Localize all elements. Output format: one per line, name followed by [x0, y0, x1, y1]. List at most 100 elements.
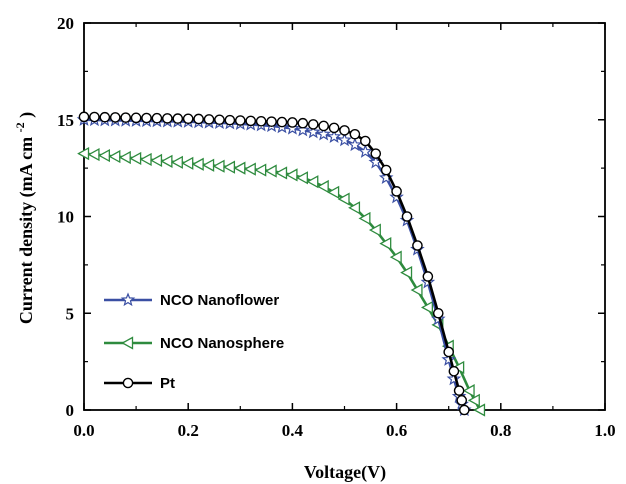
data-point-pt [307, 119, 319, 130]
y-tick-label: 5 [66, 304, 75, 323]
data-point-nco-nanosphere [285, 168, 298, 182]
legend-swatch-marker [120, 292, 136, 307]
legend-label: NCO Nanosphere [160, 335, 284, 352]
legend-swatch-marker [121, 336, 134, 350]
data-point-nco-nanosphere [87, 147, 100, 162]
axis-ticks: 0.0 0.2 0.4 0.6 0.8 1.0 0 5 10 15 20 [57, 14, 616, 440]
y-tick-label: 20 [57, 14, 74, 33]
data-point-nco-nanosphere [400, 266, 413, 280]
data-point-pt [234, 115, 246, 126]
y-axis-title-main: Current density (mA cm [16, 137, 37, 324]
x-tick-label: 0.4 [282, 421, 304, 440]
data-point-nco-nanosphere [202, 158, 215, 172]
y-tick-label: 15 [57, 111, 74, 130]
data-point-pt [214, 114, 225, 126]
data-point-pt [459, 404, 470, 416]
data-point-pt [401, 211, 413, 222]
data-point-nco-nanoflower [326, 129, 342, 143]
data-point-nco-nanosphere [348, 201, 361, 215]
data-point-nco-nanoflower [305, 124, 321, 139]
x-tick-label: 0.2 [178, 421, 199, 440]
y-axis-title: Current density (mA cm -2 ) [8, 112, 37, 324]
data-point-nco-nanosphere [118, 150, 131, 165]
data-point-pt [78, 111, 90, 123]
legend-item-nco-nanosphere: NCO Nanosphere [104, 335, 284, 352]
data-point-nco-nanosphere [358, 211, 371, 226]
data-point-nco-nanoflower [285, 120, 300, 135]
data-point-pt [287, 117, 298, 128]
data-point-pt [380, 164, 392, 176]
x-tick-label: 0.6 [386, 421, 407, 440]
legend-label: Pt [160, 375, 175, 392]
data-point-nco-nanosphere [191, 157, 204, 171]
data-point-pt [141, 112, 152, 124]
data-point-nco-nanosphere [306, 175, 319, 189]
data-point-pt [182, 113, 194, 125]
data-point-pt [318, 120, 329, 132]
data-point-nco-nanoflower [446, 371, 462, 386]
data-point-pt [349, 128, 361, 140]
legend-item-nco-nanoflower: NCO Nanoflower [104, 292, 279, 309]
data-point-nco-nanosphere [129, 151, 142, 166]
data-point-pt [412, 240, 423, 251]
data-point-pt [203, 114, 215, 125]
data-point-nco-nanosphere [337, 192, 350, 206]
data-point-nco-nanosphere [108, 149, 121, 164]
x-tick-label: 1.0 [594, 421, 615, 440]
series-pt [78, 111, 470, 416]
data-point-nco-nanoflower [316, 126, 331, 141]
data-point-pt [193, 113, 204, 125]
data-point-nco-nanoflower [358, 144, 373, 158]
data-point-pt [360, 135, 371, 147]
data-point-nco-nanosphere [181, 156, 194, 170]
data-point-nco-nanosphere [275, 166, 288, 180]
data-point-pt [456, 395, 468, 406]
data-point-nco-nanoflower [295, 122, 311, 137]
data-point-nco-nanosphere [77, 147, 90, 161]
data-point-pt [224, 114, 236, 126]
data-point-nco-nanosphere [327, 185, 340, 199]
data-point-pt [443, 346, 455, 358]
data-point-nco-nanosphere [462, 384, 475, 398]
data-point-nco-nanoflower [441, 352, 456, 366]
data-point-nco-nanosphere [233, 161, 246, 175]
data-point-pt [339, 125, 350, 136]
data-point-nco-nanosphere [160, 154, 173, 168]
data-point-nco-nanosphere [97, 148, 110, 163]
series-nco-nanosphere [77, 147, 486, 417]
data-point-pt [151, 112, 163, 124]
data-point-pt [370, 148, 382, 159]
data-point-nco-nanosphere [368, 223, 381, 237]
legend-item-pt: Pt [104, 375, 175, 392]
data-point-nco-nanosphere [264, 164, 277, 178]
data-point-pt [391, 186, 402, 197]
data-point-nco-nanosphere [254, 163, 267, 177]
data-point-nco-nanosphere [243, 162, 256, 176]
data-point-nco-nanosphere [139, 152, 152, 167]
data-point-nco-nanoflower [378, 170, 394, 184]
data-point-nco-nanoflower [337, 132, 352, 147]
series-line-nco-nanosphere [83, 152, 482, 411]
data-point-nco-nanosphere [410, 283, 423, 297]
data-point-nco-nanosphere [316, 179, 329, 194]
data-point-nco-nanosphere [379, 236, 392, 251]
data-point-pt [162, 113, 173, 124]
data-point-pt [266, 116, 277, 127]
y-tick-label: 10 [57, 208, 74, 227]
data-point-pt [99, 111, 111, 123]
series-layer [76, 111, 486, 417]
data-point-nco-nanosphere [389, 250, 402, 264]
legend-label: NCO Nanoflower [160, 292, 279, 309]
data-point-pt [328, 122, 340, 134]
data-point-pt [120, 112, 131, 123]
data-point-pt [432, 307, 444, 319]
x-tick-label: 0.0 [73, 421, 94, 440]
legend: NCO Nanoflower NCO Nanosphere Pt [104, 292, 284, 392]
data-point-pt [130, 112, 142, 124]
data-point-pt [448, 365, 460, 377]
data-point-pt [453, 385, 465, 396]
data-point-pt [297, 117, 309, 129]
data-point-nco-nanosphere [212, 159, 225, 173]
legend-swatch-marker [122, 377, 134, 389]
